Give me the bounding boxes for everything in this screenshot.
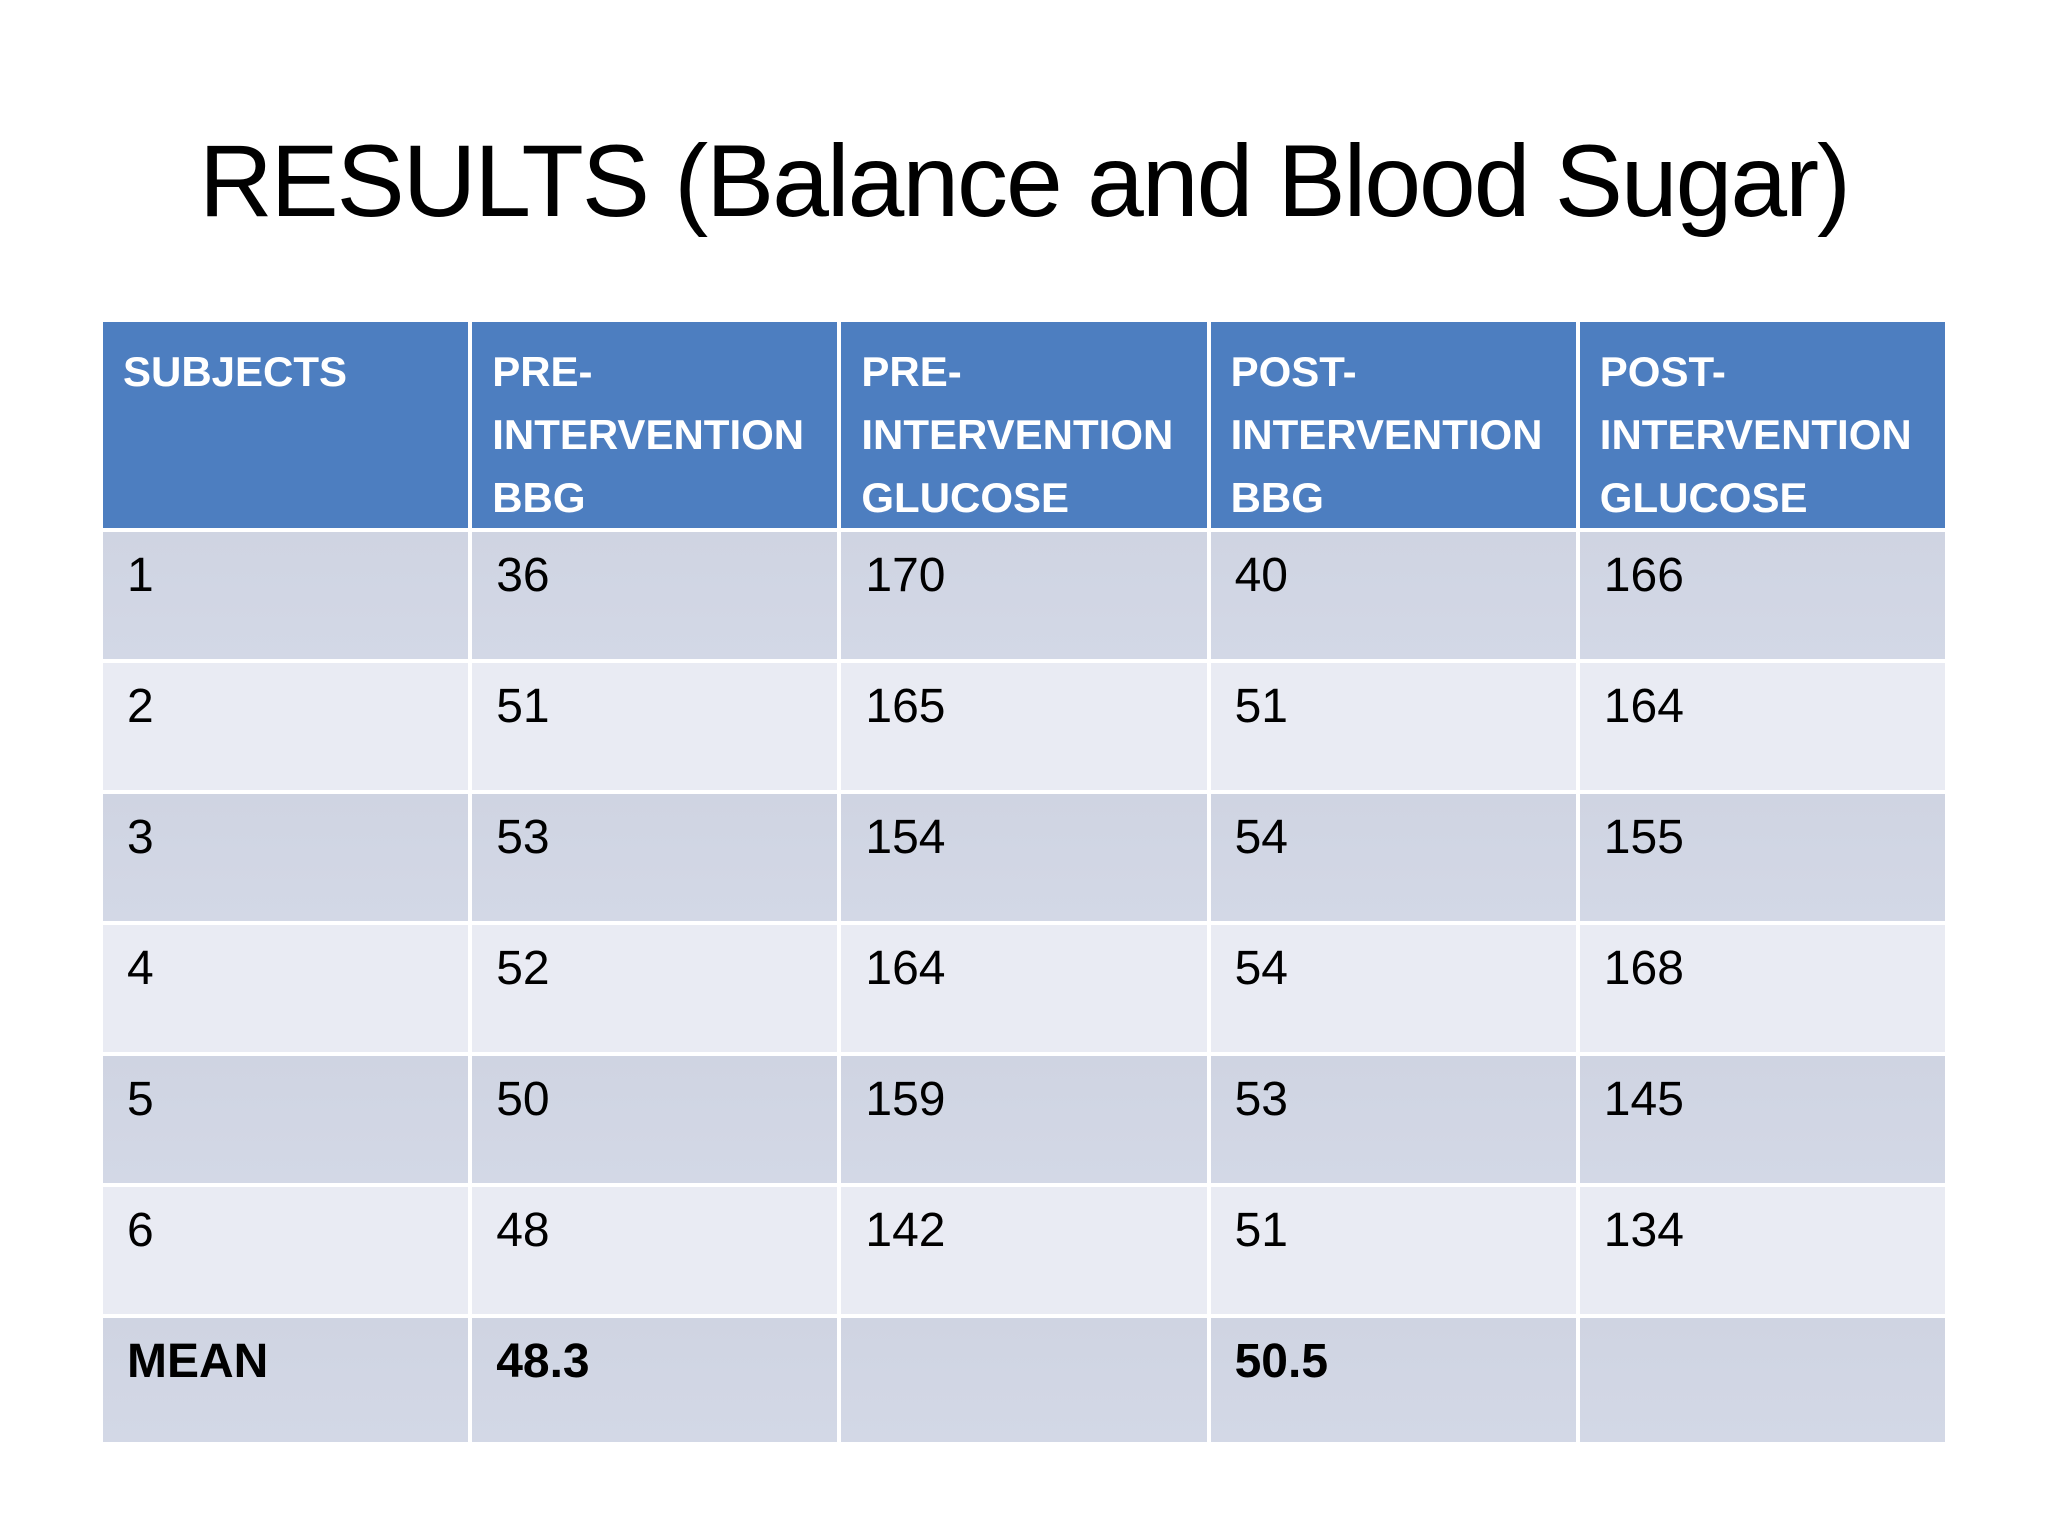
table-cell-mean xyxy=(1579,1318,1945,1442)
table-cell: 51 xyxy=(472,663,838,790)
column-header-pre-intervention-bbg: PRE-INTERVENTION BBG xyxy=(472,322,838,528)
table-cell: 50 xyxy=(472,1056,838,1183)
table-cell: 52 xyxy=(472,925,838,1052)
table-cell: 36 xyxy=(472,532,838,659)
table-cell-mean: 48.3 xyxy=(472,1318,838,1442)
row-label-mean: MEAN xyxy=(103,1318,469,1442)
table-cell: 134 xyxy=(1579,1187,1945,1314)
table-cell: 154 xyxy=(841,794,1207,921)
row-label: 3 xyxy=(103,794,469,921)
table-cell: 168 xyxy=(1579,925,1945,1052)
table-cell: 170 xyxy=(841,532,1207,659)
table-cell: 48 xyxy=(472,1187,838,1314)
table-cell: 159 xyxy=(841,1056,1207,1183)
column-header-subjects: SUBJECTS xyxy=(103,322,469,528)
column-header-post-intervention-bbg: POST-INTERVENTION BBG xyxy=(1210,322,1576,528)
table-cell: 145 xyxy=(1579,1056,1945,1183)
table-cell-mean xyxy=(841,1318,1207,1442)
row-label: 5 xyxy=(103,1056,469,1183)
table-cell: 53 xyxy=(472,794,838,921)
table-cell: 164 xyxy=(1579,663,1945,790)
row-label: 1 xyxy=(103,532,469,659)
row-label: 2 xyxy=(103,663,469,790)
row-label: 4 xyxy=(103,925,469,1052)
table-cell-mean: 50.5 xyxy=(1210,1318,1576,1442)
table-cell: 51 xyxy=(1210,1187,1576,1314)
column-header-pre-intervention-glucose: PRE-INTERVENTION GLUCOSE xyxy=(841,322,1207,528)
table-cell: 142 xyxy=(841,1187,1207,1314)
table-cell: 164 xyxy=(841,925,1207,1052)
table-cell: 155 xyxy=(1579,794,1945,921)
table-cell: 53 xyxy=(1210,1056,1576,1183)
column-header-post-intervention-glucose: POST-INTERVENTION GLUCOSE xyxy=(1579,322,1945,528)
table-cell: 165 xyxy=(841,663,1207,790)
slide-title: RESULTS (Balance and Blood Sugar) xyxy=(198,124,1851,238)
table-cell: 40 xyxy=(1210,532,1576,659)
table-cell: 51 xyxy=(1210,663,1576,790)
table-cell: 54 xyxy=(1210,794,1576,921)
row-label: 6 xyxy=(103,1187,469,1314)
table-cell: 166 xyxy=(1579,532,1945,659)
table-cell: 54 xyxy=(1210,925,1576,1052)
results-table: SUBJECTS PRE-INTERVENTION BBG PRE-INTERV… xyxy=(103,322,1945,1442)
